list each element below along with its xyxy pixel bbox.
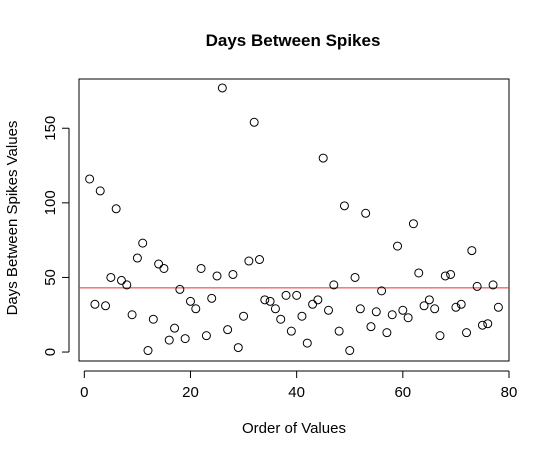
chart-title: Days Between Spikes (206, 31, 381, 50)
data-point (116, 275, 126, 285)
y-axis: 0 50 100 150 (42, 116, 70, 356)
data-point (371, 307, 381, 317)
data-point (185, 296, 195, 306)
data-point (435, 331, 445, 341)
x-axis: 0 20 40 60 80 (80, 370, 518, 401)
data-point (254, 255, 264, 265)
data-point (440, 271, 450, 281)
data-point (329, 280, 339, 290)
data-point (127, 310, 137, 320)
data-point (339, 201, 349, 211)
x-tick-label: 80 (501, 384, 518, 401)
data-point (324, 305, 334, 315)
data-point (228, 269, 238, 279)
data-point (244, 256, 254, 266)
data-point (154, 259, 164, 269)
data-point (138, 238, 148, 248)
data-point (111, 204, 121, 214)
data-point (419, 301, 429, 311)
data-point (212, 271, 222, 281)
data-point (488, 280, 498, 290)
y-axis-label: Days Between Spikes Values (4, 121, 21, 316)
data-point (95, 186, 105, 196)
data-point (217, 83, 227, 93)
data-point (313, 295, 323, 305)
x-axis-label: Order of Values (242, 420, 346, 437)
data-point (456, 299, 466, 309)
data-point (260, 295, 270, 305)
data-point (191, 304, 201, 314)
data-point (308, 299, 318, 309)
x-tick-label: 40 (288, 384, 305, 401)
data-point (334, 326, 344, 336)
data-point (175, 284, 185, 294)
data-point (408, 219, 418, 229)
data-point (270, 304, 280, 314)
data-point (361, 208, 371, 218)
data-point (462, 328, 472, 338)
data-point (318, 153, 328, 163)
y-tick-label: 0 (42, 348, 59, 356)
data-point (446, 269, 456, 279)
y-tick-label: 50 (42, 269, 59, 286)
data-point (366, 322, 376, 332)
data-point (302, 338, 312, 348)
data-point (164, 335, 174, 345)
x-tick-label: 60 (394, 384, 411, 401)
data-point (297, 311, 307, 321)
x-tick-label: 0 (80, 384, 88, 401)
data-point (451, 302, 461, 312)
data-point (276, 314, 286, 324)
data-point (387, 310, 397, 320)
data-point (472, 281, 482, 291)
data-point (122, 280, 132, 290)
data-point (207, 293, 217, 303)
data-point (132, 253, 142, 263)
data-point (106, 272, 116, 282)
data-points (85, 83, 503, 356)
data-point (281, 290, 291, 300)
data-point (477, 320, 487, 330)
data-point (286, 326, 296, 336)
data-point (414, 268, 424, 278)
data-point (355, 304, 365, 314)
data-point (424, 295, 434, 305)
data-point (398, 305, 408, 315)
data-point (196, 263, 206, 273)
data-point (101, 301, 111, 311)
data-point (430, 304, 440, 314)
data-point (148, 314, 158, 324)
data-point (223, 325, 233, 335)
data-point (403, 313, 413, 323)
data-point (483, 319, 493, 329)
data-point (467, 246, 477, 256)
data-point (292, 290, 302, 300)
data-point (180, 334, 190, 344)
data-point (382, 328, 392, 338)
data-point (85, 174, 95, 184)
data-point (201, 331, 211, 341)
data-point (249, 117, 259, 127)
data-point (239, 311, 249, 321)
x-tick-label: 20 (182, 384, 199, 401)
y-tick-label: 100 (42, 190, 59, 215)
data-point (90, 299, 100, 309)
y-tick-label: 150 (42, 116, 59, 141)
data-point (265, 296, 275, 306)
data-point (233, 343, 243, 353)
data-point (493, 302, 503, 312)
plot-area-frame (78, 78, 510, 362)
data-point (377, 286, 387, 296)
data-point (345, 346, 355, 356)
data-point (170, 323, 180, 333)
data-point (393, 241, 403, 251)
data-point (159, 263, 169, 273)
data-point (350, 272, 360, 282)
data-point (143, 346, 153, 356)
